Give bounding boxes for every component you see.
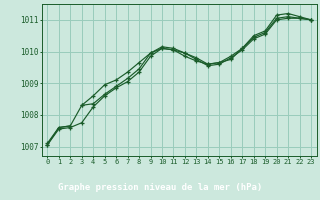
Text: Graphe pression niveau de la mer (hPa): Graphe pression niveau de la mer (hPa) (58, 183, 262, 192)
